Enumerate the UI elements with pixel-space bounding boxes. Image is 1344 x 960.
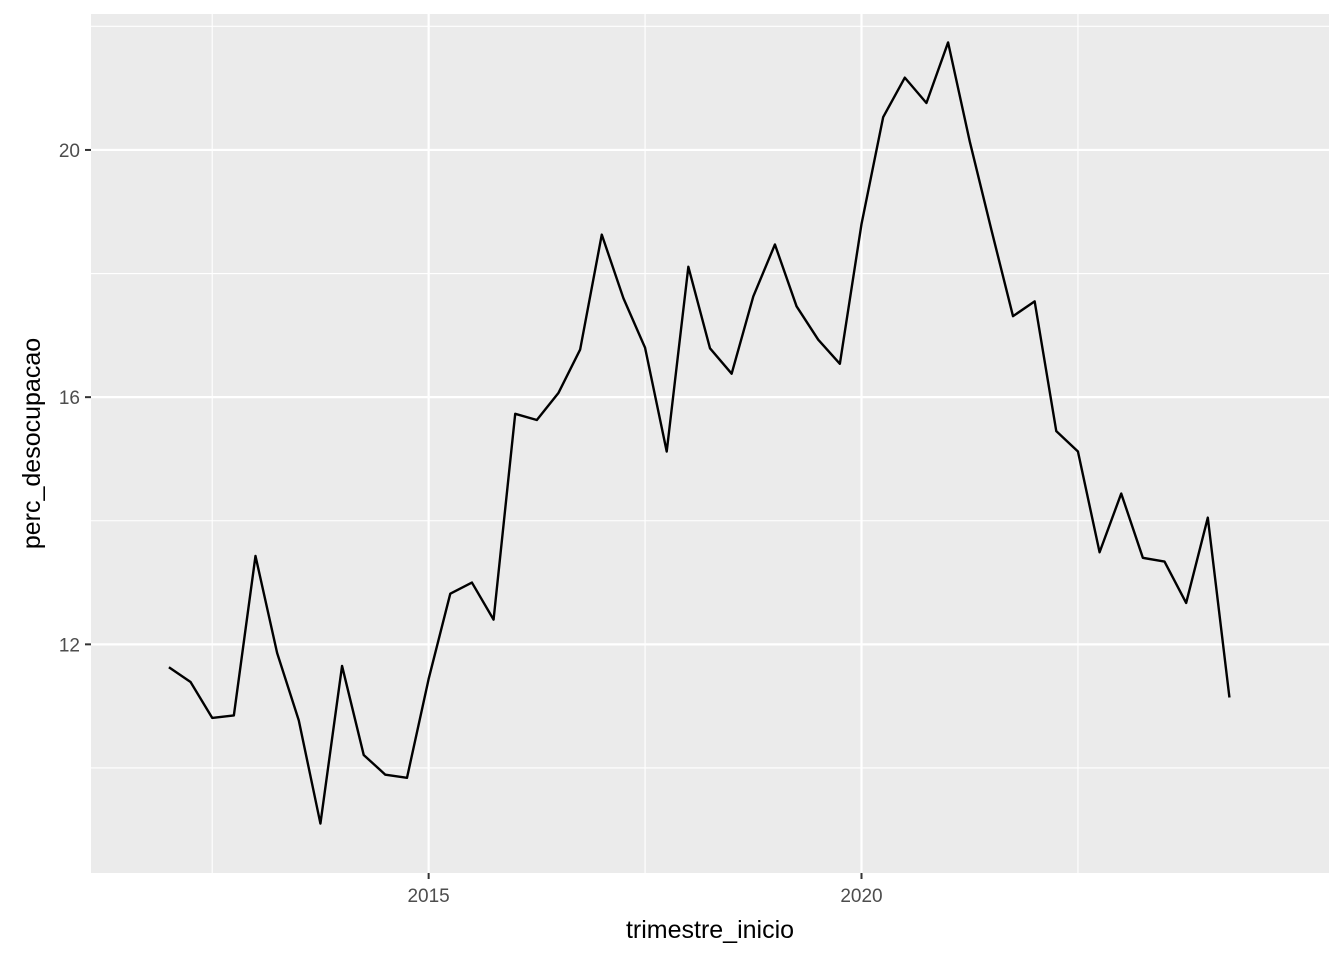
- x-axis: 2015 2020: [407, 873, 883, 907]
- x-axis-title: trimestre_inicio: [626, 916, 794, 944]
- y-tick-label: 12: [59, 635, 80, 656]
- minor-gridlines: [91, 14, 1329, 873]
- y-tick-label: 16: [59, 388, 80, 409]
- x-tick-label: 2015: [407, 886, 449, 907]
- series-line-0: [168, 41, 1231, 825]
- y-axis: 12 16 20: [59, 141, 91, 656]
- y-tick-label: 20: [59, 141, 80, 162]
- series-layer: [168, 41, 1231, 825]
- major-gridlines: [91, 14, 1329, 873]
- x-tick-label: 2020: [840, 886, 882, 907]
- plot-panel: [91, 14, 1329, 873]
- y-axis-title: perc_desocupacao: [18, 338, 46, 549]
